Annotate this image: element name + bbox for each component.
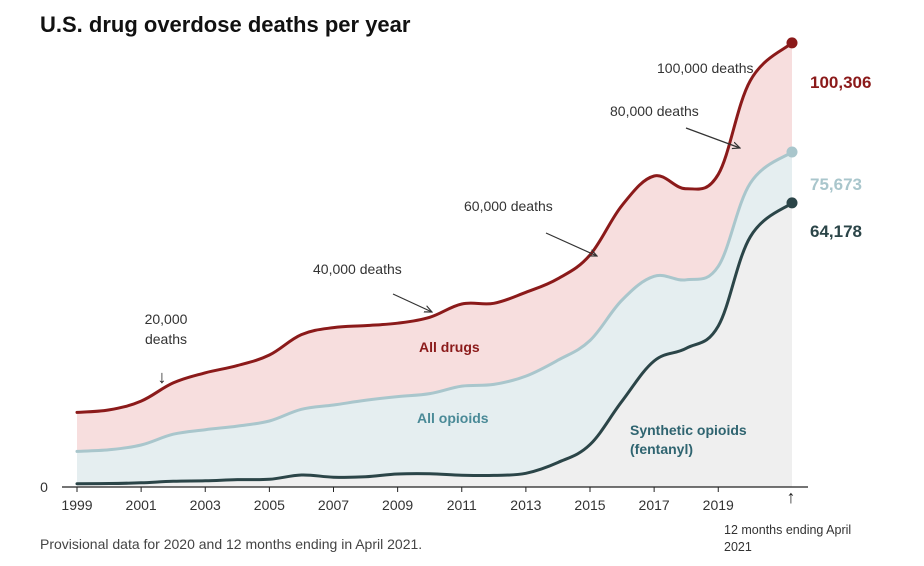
all-drugs-end-value: 100,306 <box>810 73 871 92</box>
all-opioids-end-value: 75,673 <box>810 175 862 194</box>
x-tick-label: 2017 <box>639 497 670 513</box>
annotation-20000-line2: deaths <box>145 331 187 347</box>
arrow-80000 <box>685 127 740 148</box>
all-opioids-series-label: All opioids <box>417 410 489 426</box>
synthetic-opioids-end-dot <box>786 197 798 209</box>
chart-lines <box>75 37 798 486</box>
x-tick-label: 2009 <box>382 497 413 513</box>
x-tick-label: 2007 <box>318 497 349 513</box>
end-note-line: 2021 <box>724 540 752 554</box>
all-drugs-line <box>75 41 794 414</box>
down-arrow-icon: ↓ <box>158 367 167 387</box>
x-tick-label: 2015 <box>574 497 605 513</box>
all-drugs-series-label: All drugs <box>419 339 480 355</box>
annotation-100000: 100,000 deaths <box>657 60 754 76</box>
x-tick-label: 1999 <box>61 497 92 513</box>
x-tick-label: 2003 <box>190 497 221 513</box>
up-arrow-icon: ↑ <box>787 487 796 507</box>
chart-axis: 0 1999 2001 2003 2005 2007 2009 2011 2013 2015 201… <box>40 479 808 513</box>
all-drugs-end-dot <box>786 37 798 49</box>
annotation-60000: 60,000 deaths <box>464 198 553 214</box>
chart-title: U.S. drug overdose deaths per year <box>40 12 411 37</box>
annotation-40000: 40,000 deaths <box>313 261 402 277</box>
x-tick-label: 2005 <box>254 497 285 513</box>
arrow-40000 <box>392 293 432 312</box>
x-tick-label: 2013 <box>510 497 541 513</box>
synthetic-opioids-end-value: 64,178 <box>810 222 862 241</box>
x-tick-label: 2001 <box>126 497 157 513</box>
all-opioids-area <box>77 152 792 484</box>
synthetic-opioids-series-label: Synthetic opioids <box>630 422 747 438</box>
end-note-line: 12 months ending April <box>724 523 851 537</box>
x-tick-label: 2019 <box>703 497 734 513</box>
x-tick-label: 2011 <box>447 497 477 513</box>
all-opioids-end-dot <box>786 146 798 158</box>
all-drugs-area <box>77 42 792 452</box>
footnote: Provisional data for 2020 and 12 months … <box>40 536 423 552</box>
y-tick-label: 0 <box>40 479 48 495</box>
synthetic-opioids-line <box>75 201 794 486</box>
chart-labels: 100,306 75,673 64,178 All drugs All opioids S… <box>145 60 872 554</box>
annotation-20000-line1: 20,000 <box>145 311 188 327</box>
arrow-60000 <box>545 232 597 256</box>
annotation-80000: 80,000 deaths <box>610 103 699 119</box>
synthetic-opioids-series-label: (fentanyl) <box>630 441 693 457</box>
all-opioids-line <box>75 150 794 453</box>
